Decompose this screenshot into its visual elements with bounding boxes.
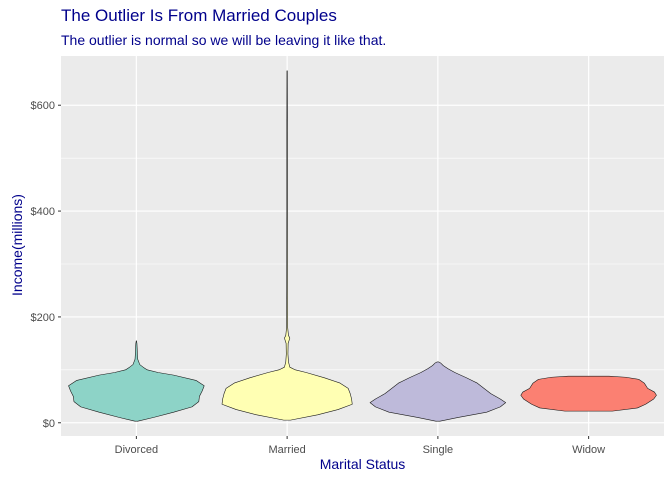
x-axis-label: Marital Status bbox=[319, 456, 406, 472]
chart-title: The Outlier Is From Married Couples bbox=[61, 6, 337, 25]
violin-married bbox=[221, 70, 353, 421]
y-tick-label: $400 bbox=[31, 206, 55, 218]
x-tick-label: Widow bbox=[572, 444, 605, 456]
violins bbox=[68, 70, 657, 422]
x-tick-label: Divorced bbox=[115, 444, 158, 456]
x-axis: Divorced Married Single Widow bbox=[115, 436, 605, 456]
y-tick-label: $600 bbox=[31, 100, 55, 112]
violin-divorced bbox=[68, 340, 205, 422]
x-tick-label: Married bbox=[268, 444, 305, 456]
y-tick-label: $200 bbox=[31, 312, 55, 324]
violin-widow bbox=[520, 375, 657, 412]
violin-single bbox=[369, 361, 507, 422]
y-axis: $0 $200 $400 $600 bbox=[31, 100, 61, 430]
plot-panel bbox=[61, 56, 664, 436]
y-tick-label: $0 bbox=[43, 418, 55, 430]
y-axis-label: Income(millions) bbox=[9, 194, 25, 296]
chart-subtitle: The outlier is normal so we will be leav… bbox=[61, 32, 387, 48]
x-tick-label: Single bbox=[423, 444, 454, 456]
